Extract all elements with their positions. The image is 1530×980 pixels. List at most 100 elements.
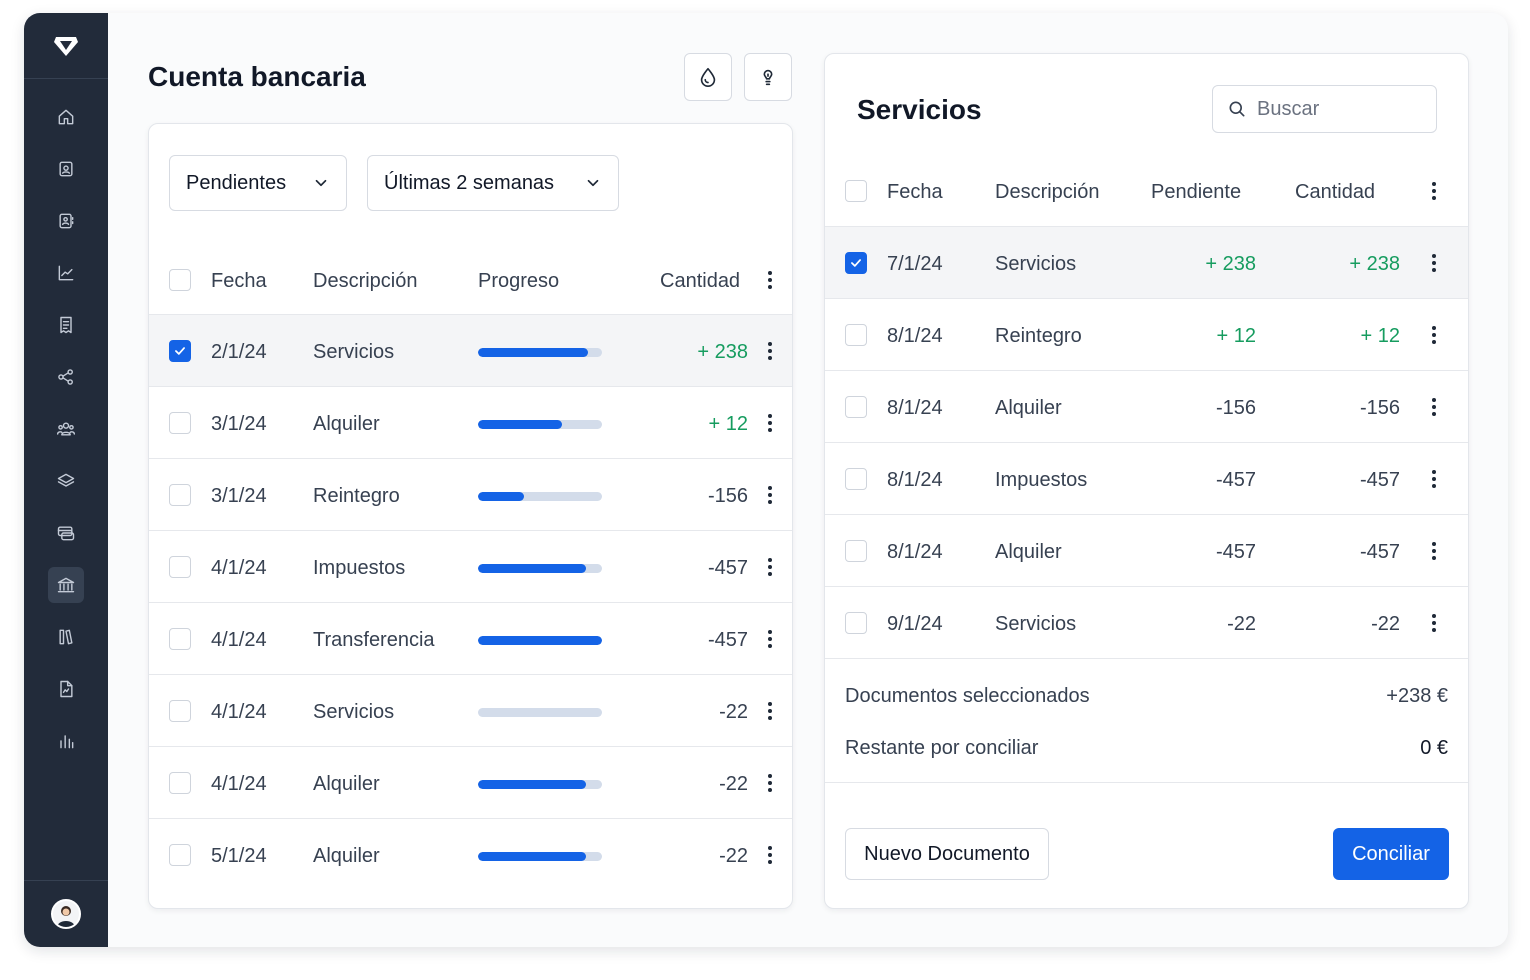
nav-item-bank[interactable] <box>48 567 84 603</box>
nav-item-bar-chart[interactable] <box>48 723 84 759</box>
progress-bar <box>478 564 602 573</box>
row-checkbox[interactable] <box>169 484 191 506</box>
row-checkbox[interactable] <box>169 628 191 650</box>
select-all-checkbox[interactable] <box>169 269 191 291</box>
app-window: Cuenta bancaria Pendientes Últimas 2 sem… <box>24 13 1508 947</box>
table-row[interactable]: 4/1/24 Transferencia -457 <box>149 602 792 674</box>
table-row[interactable]: 4/1/24 Impuestos -457 <box>149 530 792 602</box>
row-options-icon[interactable] <box>768 846 772 864</box>
row-options-icon[interactable] <box>1432 542 1436 560</box>
row-description: Alquiler <box>995 541 1062 563</box>
row-checkbox[interactable] <box>845 396 867 418</box>
reconcile-button[interactable]: Conciliar <box>1333 828 1449 880</box>
column-header-description[interactable]: Descripción <box>313 270 418 292</box>
table-row[interactable]: 4/1/24 Servicios -22 <box>149 674 792 746</box>
row-checkbox[interactable] <box>845 468 867 490</box>
row-description: Reintegro <box>313 485 400 507</box>
search-input[interactable] <box>1257 97 1417 121</box>
row-options-icon[interactable] <box>768 414 772 432</box>
row-description: Reintegro <box>995 325 1082 347</box>
sidebar <box>24 13 108 947</box>
nav-item-layers[interactable] <box>48 463 84 499</box>
row-options-icon[interactable] <box>1432 398 1436 416</box>
row-description: Servicios <box>313 701 395 723</box>
row-checkbox[interactable] <box>169 412 191 434</box>
table-row[interactable]: 3/1/24 Reintegro -156 <box>149 458 792 530</box>
row-checkbox[interactable] <box>169 556 191 578</box>
table-row[interactable]: 4/1/24 Alquiler -22 <box>149 746 792 818</box>
row-options-icon[interactable] <box>1432 470 1436 488</box>
row-checkbox[interactable] <box>169 700 191 722</box>
search-box[interactable] <box>1212 85 1437 133</box>
table-row[interactable]: 8/1/24 Reintegro + 12 + 12 <box>825 298 1468 370</box>
row-options-icon[interactable] <box>768 342 772 360</box>
services-card: Servicios Fecha Descripción Pendiente Ca… <box>824 53 1469 909</box>
table-row[interactable]: 8/1/24 Alquiler -457 -457 <box>825 514 1468 586</box>
nav-item-id-card[interactable] <box>48 151 84 187</box>
progress-bar <box>478 636 602 645</box>
nav-item-users[interactable] <box>48 411 84 447</box>
row-checkbox[interactable] <box>169 844 191 866</box>
row-options-icon[interactable] <box>1432 254 1436 272</box>
row-checkbox[interactable] <box>845 540 867 562</box>
check-icon <box>175 347 185 355</box>
nav-item-document[interactable] <box>48 671 84 707</box>
column-header-amount[interactable]: Cantidad <box>1295 181 1376 203</box>
row-options-icon[interactable] <box>1432 614 1436 632</box>
tips-button[interactable] <box>744 53 792 101</box>
table-row[interactable]: 9/1/24 Servicios -22 -22 <box>825 586 1468 658</box>
row-options-icon[interactable] <box>768 558 772 576</box>
avatar[interactable] <box>51 899 81 929</box>
column-header-date[interactable]: Fecha <box>211 270 267 292</box>
column-options-icon[interactable] <box>1432 182 1436 200</box>
table-row[interactable]: 2/1/24 Servicios + 238 <box>149 314 792 386</box>
check-icon <box>851 259 861 267</box>
progress-fill <box>478 492 524 501</box>
row-checkbox[interactable] <box>845 612 867 634</box>
row-date: 2/1/24 <box>211 341 267 363</box>
row-checkbox[interactable] <box>169 772 191 794</box>
theme-button[interactable] <box>684 53 732 101</box>
table-row[interactable]: 5/1/24 Alquiler -22 <box>149 818 792 890</box>
table-row[interactable]: 3/1/24 Alquiler + 12 <box>149 386 792 458</box>
row-date: 8/1/24 <box>887 541 943 563</box>
bank-card: Pendientes Últimas 2 semanas Fecha Descr… <box>148 123 793 909</box>
nav-item-share[interactable] <box>48 359 84 395</box>
row-checkbox[interactable] <box>845 252 867 274</box>
new-document-button[interactable]: Nuevo Documento <box>845 828 1049 880</box>
row-date: 4/1/24 <box>211 773 267 795</box>
period-filter-dropdown[interactable]: Últimas 2 semanas <box>367 155 619 211</box>
logo[interactable] <box>24 13 108 79</box>
row-options-icon[interactable] <box>1432 326 1436 344</box>
nav-item-home[interactable] <box>48 99 84 135</box>
nav-item-contact-book[interactable] <box>48 203 84 239</box>
row-pending: -22 <box>1227 613 1256 635</box>
nav-item-chart[interactable] <box>48 255 84 291</box>
select-all-checkbox[interactable] <box>845 180 867 202</box>
row-amount: -156 <box>707 485 748 507</box>
nav-item-library[interactable] <box>48 619 84 655</box>
column-header-pending[interactable]: Pendiente <box>1151 181 1242 203</box>
table-row[interactable]: 7/1/24 Servicios + 238 + 238 <box>825 226 1468 298</box>
remaining-value: 0 € <box>1420 737 1448 759</box>
row-date: 8/1/24 <box>887 469 943 491</box>
nav-item-receipt[interactable] <box>48 307 84 343</box>
row-options-icon[interactable] <box>768 702 772 720</box>
chevron-down-icon <box>587 179 599 187</box>
row-checkbox[interactable] <box>169 340 191 362</box>
column-options-icon[interactable] <box>768 271 772 289</box>
table-row[interactable]: 8/1/24 Alquiler -156 -156 <box>825 370 1468 442</box>
column-header-date[interactable]: Fecha <box>887 181 943 203</box>
row-options-icon[interactable] <box>768 630 772 648</box>
column-header-progress[interactable]: Progreso <box>478 270 560 292</box>
progress-bar <box>478 708 602 717</box>
row-options-icon[interactable] <box>768 774 772 792</box>
row-checkbox[interactable] <box>845 324 867 346</box>
column-header-amount[interactable]: Cantidad <box>660 270 741 292</box>
column-header-description[interactable]: Descripción <box>995 181 1100 203</box>
status-filter-dropdown[interactable]: Pendientes <box>169 155 347 211</box>
row-date: 7/1/24 <box>887 253 943 275</box>
nav-item-cards[interactable] <box>48 515 84 551</box>
row-options-icon[interactable] <box>768 486 772 504</box>
table-row[interactable]: 8/1/24 Impuestos -457 -457 <box>825 442 1468 514</box>
